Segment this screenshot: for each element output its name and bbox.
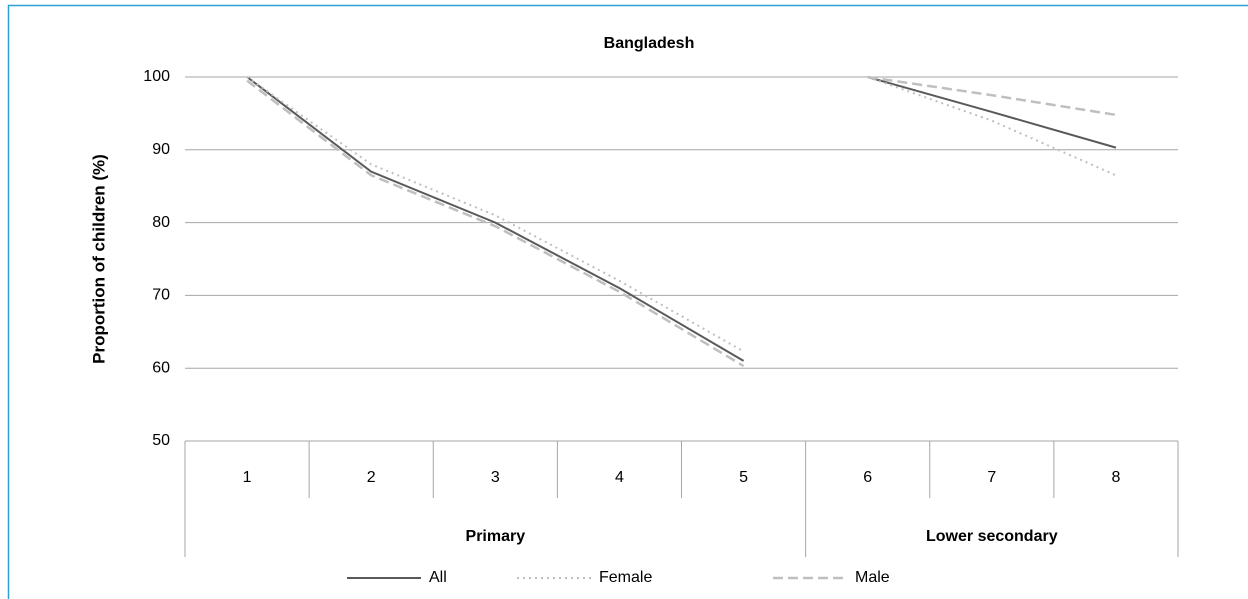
series-line	[867, 76, 1117, 149]
x-tick-label: 8	[1111, 469, 1120, 486]
series-line	[867, 75, 1117, 117]
y-tick-label: 50	[152, 432, 170, 449]
legend-label: All	[429, 569, 447, 586]
group-label: Lower secondary	[926, 528, 1058, 545]
x-tick-label: 7	[987, 469, 996, 486]
y-tick-label: 60	[152, 359, 170, 376]
x-tick-label: 1	[243, 469, 252, 486]
x-tick-label: 4	[615, 469, 624, 486]
y-tick-label: 70	[152, 287, 170, 304]
y-tick-label: 100	[143, 68, 170, 85]
series-line	[246, 79, 745, 368]
series-line	[246, 76, 745, 362]
y-axis-title: Proportion of children (%)	[89, 154, 108, 364]
chart-title: Bangladesh	[604, 35, 695, 52]
y-tick-label: 90	[152, 141, 170, 158]
frame	[7, 4, 1248, 599]
series-line	[867, 76, 1117, 177]
legend-label: Male	[855, 569, 890, 586]
series-line	[246, 76, 745, 353]
legend-label: Female	[599, 569, 652, 586]
y-tick-label: 80	[152, 214, 170, 231]
x-tick-label: 5	[739, 469, 748, 486]
x-tick-label: 6	[863, 469, 872, 486]
x-tick-label: 3	[491, 469, 500, 486]
group-label: Primary	[466, 528, 526, 545]
x-tick-label: 2	[367, 469, 376, 486]
